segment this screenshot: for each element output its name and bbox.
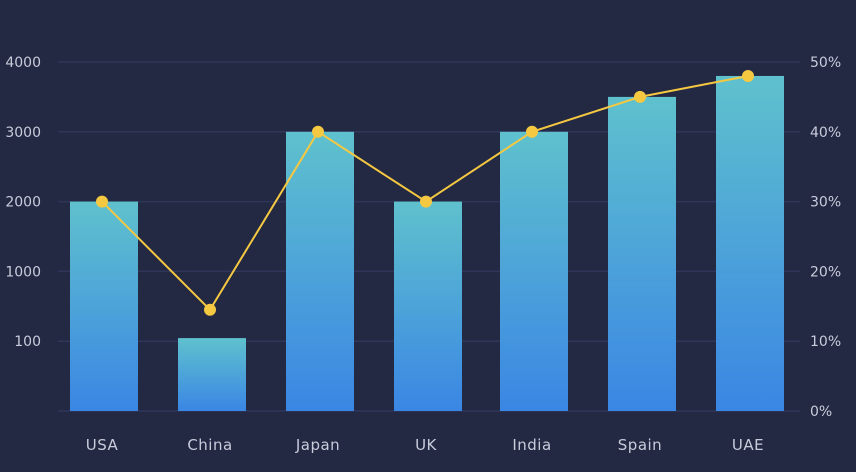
right-axis: 0% 10% 20% 30% 40% 50% — [810, 55, 841, 420]
right-tick-label: 50% — [810, 55, 841, 71]
right-tick-label: 40% — [810, 125, 841, 141]
bar-india — [500, 131, 568, 412]
category-label: China — [187, 436, 232, 454]
bar-china — [178, 338, 246, 411]
category-label: USA — [86, 436, 119, 454]
bar-uae — [716, 75, 784, 412]
line-point-usa — [96, 195, 108, 208]
category-label: UAE — [732, 436, 764, 454]
line-point-spain — [634, 90, 646, 103]
bars-layer — [70, 75, 784, 412]
category-label: India — [512, 436, 551, 454]
line-point-india — [526, 125, 538, 138]
right-tick-label: 10% — [810, 334, 841, 350]
line-point-uk — [420, 195, 432, 208]
category-label: Spain — [618, 436, 662, 454]
line-point-japan — [312, 125, 324, 138]
right-tick-label: 0% — [810, 404, 832, 420]
bar-uk — [394, 201, 462, 411]
category-label: UK — [415, 436, 437, 454]
bar-spain — [608, 96, 676, 412]
bar-japan — [286, 131, 354, 412]
left-tick-label: 100 — [14, 334, 41, 350]
category-axis: USA China Japan UK India Spain UAE — [86, 436, 764, 454]
right-tick-label: 20% — [810, 264, 841, 280]
left-tick-label: 1000 — [5, 264, 41, 280]
left-tick-label: 3000 — [5, 125, 41, 141]
left-tick-label: 2000 — [5, 195, 41, 211]
line-point-uae — [742, 69, 754, 82]
bar-usa — [70, 201, 138, 411]
left-axis: 100 1000 2000 3000 4000 — [5, 55, 41, 350]
left-tick-label: 4000 — [5, 55, 41, 71]
category-label: Japan — [295, 436, 340, 454]
right-tick-label: 30% — [810, 195, 841, 211]
line-point-china — [204, 303, 216, 316]
line-layer — [96, 69, 754, 316]
